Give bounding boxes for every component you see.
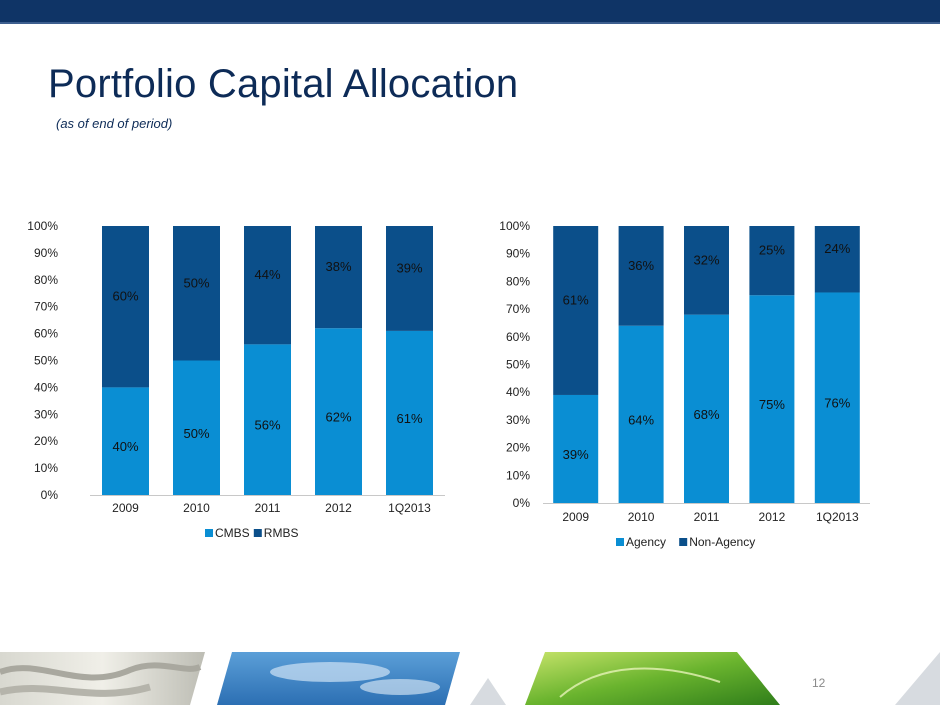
y-tick-label: 20% (506, 441, 530, 455)
top-banner-underline (0, 22, 940, 24)
y-tick-label: 80% (34, 273, 58, 287)
bar-agency-2010 (618, 325, 664, 503)
x-tick-label: 2012 (325, 501, 352, 515)
bar-cmbs-2010 (173, 360, 220, 495)
data-label-rmbs: 60% (112, 289, 138, 304)
data-label-cmbs: 56% (254, 418, 280, 433)
y-tick-label: 100% (499, 219, 530, 233)
y-tick-label: 0% (41, 488, 59, 502)
bar-non-agency-2010 (618, 226, 664, 326)
data-label-agency: 64% (628, 412, 654, 427)
bar-rmbs-2009 (102, 226, 149, 388)
data-label-agency: 75% (759, 397, 785, 412)
bar-cmbs-2009 (102, 387, 149, 495)
y-tick-label: 60% (34, 327, 58, 341)
bar-non-agency-2012 (749, 226, 795, 296)
data-label-rmbs: 38% (325, 259, 351, 274)
data-label-non-agency: 36% (628, 258, 654, 273)
footer-triangle-right (895, 652, 940, 705)
legend-swatch-cmbs (205, 529, 213, 537)
y-tick-label: 90% (34, 246, 58, 260)
y-tick-label: 10% (34, 461, 58, 475)
rope-image (0, 652, 205, 705)
y-tick-label: 40% (506, 385, 530, 399)
data-label-non-agency: 25% (759, 243, 785, 258)
legend-swatch-non-agency (679, 538, 688, 546)
bar-non-agency-2009 (553, 226, 599, 395)
x-tick-label: 2011 (694, 510, 720, 524)
data-label-rmbs: 39% (396, 260, 422, 275)
y-tick-label: 20% (34, 434, 58, 448)
bar-cmbs-2011 (244, 344, 291, 495)
legend-label-agency: Agency (626, 535, 666, 549)
x-tick-label: 2009 (562, 510, 589, 524)
y-tick-label: 70% (506, 302, 530, 316)
y-tick-label: 30% (506, 413, 530, 427)
data-label-cmbs: 40% (112, 439, 138, 454)
sky-image (217, 652, 460, 705)
bar-agency-2009 (553, 394, 599, 503)
bar-agency-2012 (749, 295, 795, 503)
footer-triangle-left (470, 678, 506, 705)
bar-cmbs-1q2013 (386, 330, 433, 495)
data-label-agency: 68% (693, 407, 719, 422)
bar-rmbs-2012 (315, 226, 362, 329)
data-label-non-agency: 61% (563, 292, 589, 307)
y-tick-label: 10% (506, 468, 530, 482)
data-label-cmbs: 62% (325, 410, 351, 425)
y-tick-label: 100% (27, 219, 58, 233)
y-tick-label: 80% (506, 274, 530, 288)
x-tick-label: 2010 (628, 510, 655, 524)
chart-cmbs-rmbs: 0% 10% 20% 30% 40% 50% 60% 70% 80% 90% 100% 40% 60% 2… (27, 219, 445, 540)
bar-non-agency-1q2013 (814, 226, 860, 293)
y-tick-label: 50% (34, 354, 58, 368)
y-tick-label: 90% (506, 247, 530, 261)
y-tick-label: 30% (34, 407, 58, 421)
top-banner (0, 0, 940, 22)
data-label-rmbs: 50% (183, 275, 209, 290)
x-tick-label: 1Q2013 (816, 510, 859, 524)
bar-rmbs-1q2013 (386, 226, 433, 331)
leaf-image (525, 652, 780, 705)
y-tick-label: 40% (34, 380, 58, 394)
page-subtitle: (as of end of period) (56, 116, 173, 131)
data-label-agency: 76% (824, 396, 850, 411)
data-label-cmbs: 50% (183, 426, 209, 441)
data-label-non-agency: 24% (824, 241, 850, 256)
bar-agency-1q2013 (814, 292, 860, 503)
x-tick-label: 2010 (183, 501, 210, 515)
x-tick-label: 1Q2013 (388, 501, 431, 515)
data-label-cmbs: 61% (396, 411, 422, 426)
y-tick-label: 60% (506, 330, 530, 344)
x-tick-label: 2012 (759, 510, 786, 524)
x-tick-label: 2009 (112, 501, 139, 515)
bar-agency-2011 (684, 314, 729, 503)
page-title: Portfolio Capital Allocation (48, 62, 519, 106)
y-tick-label: 50% (506, 358, 530, 372)
legend-swatch-agency (616, 538, 624, 546)
legend-label-non-agency: Non-Agency (689, 535, 755, 549)
y-tick-label: 70% (34, 300, 58, 314)
footer-image-strip (0, 652, 940, 705)
legend-label-rmbs: RMBS (264, 526, 299, 540)
legend-swatch-rmbs (253, 529, 262, 537)
data-label-agency: 39% (563, 447, 589, 462)
bar-non-agency-2011 (684, 226, 729, 315)
y-tick-label: 0% (513, 496, 531, 510)
bar-cmbs-2012 (315, 328, 362, 495)
page-number: 12 (812, 676, 826, 690)
chart-agency-nonagency: 0% 10% 20% 30% 40% 50% 60% 70% 80% 90% 100% 39% 61% 2… (499, 219, 870, 549)
data-label-rmbs: 44% (254, 267, 280, 282)
bar-rmbs-2010 (173, 226, 220, 361)
x-tick-label: 2011 (255, 501, 281, 515)
data-label-non-agency: 32% (693, 252, 719, 267)
legend-label-cmbs: CMBS (215, 526, 250, 540)
bar-rmbs-2011 (244, 226, 291, 345)
